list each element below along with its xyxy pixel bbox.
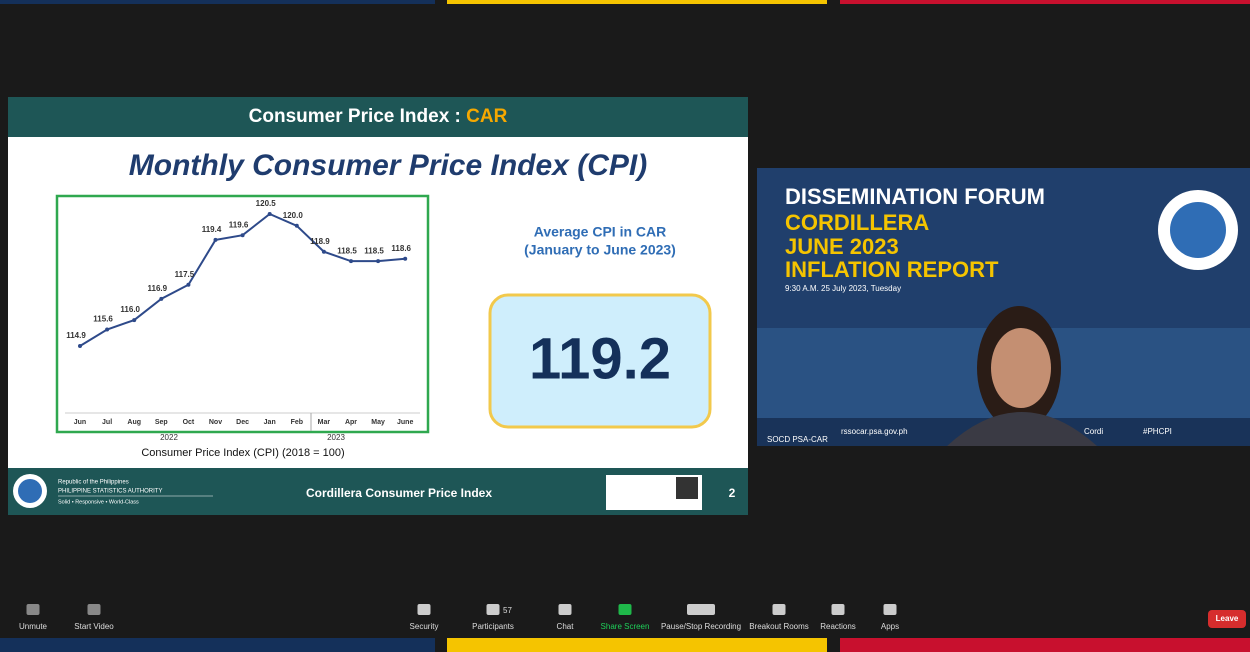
x-tick-label: May [371, 419, 385, 426]
value-label: 119.4 [202, 225, 222, 234]
cpi-point [322, 250, 326, 254]
participant-count: 57 [503, 606, 512, 615]
participants-button[interactable]: Participants [472, 622, 514, 631]
x-axis-label: Consumer Price Index (CPI) (2018 = 100) [141, 447, 344, 459]
cpi-point [186, 283, 190, 287]
mic-icon[interactable] [27, 604, 40, 615]
banner-text: CORDILLERA [785, 210, 929, 235]
recording-button[interactable]: Pause/Stop Recording [661, 622, 741, 631]
zoom-window: Consumer Price Index : CAR Monthly Consu… [0, 0, 1250, 652]
x-tick-label: June [397, 419, 413, 426]
value-label: 120.5 [256, 199, 277, 208]
psa-seal-inner [1170, 202, 1226, 258]
x-tick-label: Oct [183, 419, 195, 426]
value-label: 119.6 [229, 220, 249, 229]
banner-text: INFLATION REPORT [785, 257, 999, 282]
qr-code [676, 477, 698, 499]
participants-icon[interactable] [487, 604, 500, 615]
breakout-icon[interactable] [773, 604, 786, 615]
page-number: 2 [729, 486, 736, 500]
share-screen-button[interactable]: Share Screen [601, 622, 650, 631]
video-icon[interactable] [88, 604, 101, 615]
reactions-icon[interactable] [832, 604, 845, 615]
cpi-point [214, 238, 218, 242]
stripe [447, 0, 827, 4]
banner-date: 9:30 A.M. 25 July 2023, Tuesday [785, 284, 901, 293]
x-tick-label: Apr [345, 419, 357, 426]
start-video-button[interactable]: Start Video [74, 622, 113, 631]
year-label: 2023 [327, 433, 345, 442]
x-tick-label: Mar [318, 419, 331, 426]
cpi-point [295, 224, 299, 228]
stripe [0, 638, 435, 652]
year-label: 2022 [160, 433, 178, 442]
cpi-point [78, 344, 82, 348]
stripe [447, 638, 827, 652]
apps-icon[interactable] [884, 604, 897, 615]
cpi-point [403, 257, 407, 261]
value-label: 118.9 [310, 237, 330, 246]
cpi-point [349, 259, 353, 263]
cpi-point [268, 212, 272, 216]
footer-title: Cordillera Consumer Price Index [306, 486, 492, 500]
value-label: 118.6 [391, 244, 411, 253]
participant-name: SOCD PSA-CAR [767, 435, 828, 444]
slide-title: Monthly Consumer Price Index (CPI) [129, 149, 647, 182]
banner-hashtag: #PHCPI [1143, 427, 1172, 436]
person-face [991, 328, 1051, 408]
value-label: 118.5 [364, 246, 384, 255]
x-tick-label: Sep [155, 419, 168, 426]
psa-logo-inner [18, 479, 42, 503]
record-icon[interactable] [687, 604, 715, 615]
share-icon[interactable] [619, 604, 632, 615]
chat-icon[interactable] [559, 604, 572, 615]
video-tile: DISSEMINATION FORUM CORDILLERA JUNE 2023… [757, 168, 1250, 446]
x-tick-label: Jan [264, 419, 276, 426]
x-tick-label: Dec [236, 419, 249, 426]
header-text: Consumer Price Index : [249, 106, 467, 127]
cpi-point [159, 297, 163, 301]
banner-website: rssocar.psa.gov.ph [841, 427, 908, 436]
value-label: 117.5 [175, 270, 195, 279]
x-tick-label: Nov [209, 419, 222, 426]
stripe [840, 0, 1250, 4]
apps-button[interactable]: Apps [881, 622, 899, 631]
header-highlight: CAR [466, 106, 507, 127]
security-icon[interactable] [418, 604, 431, 615]
average-period: (January to June 2023) [524, 242, 676, 258]
reactions-button[interactable]: Reactions [820, 622, 856, 631]
breakout-button[interactable]: Breakout Rooms [749, 622, 809, 631]
security-button[interactable]: Security [410, 622, 439, 631]
average-value: 119.2 [529, 326, 671, 391]
value-label: 115.6 [93, 315, 113, 324]
cpi-point [241, 233, 245, 237]
cpi-point [105, 328, 109, 332]
header-title: Consumer Price Index : CAR [249, 106, 508, 127]
banner-fb: Cordi [1084, 427, 1103, 436]
value-label: 120.0 [283, 211, 304, 220]
stripe [0, 0, 435, 4]
org-line: PHILIPPINE STATISTICS AUTHORITY [58, 489, 162, 495]
value-label: 116.0 [120, 305, 140, 314]
stripe [840, 638, 1250, 652]
unmute-button[interactable]: Unmute [19, 622, 47, 631]
chat-button[interactable]: Chat [557, 622, 574, 631]
x-tick-label: Jul [102, 419, 112, 426]
x-tick-label: Aug [127, 419, 141, 426]
org-line: Republic of the Philippines [58, 480, 129, 486]
x-tick-label: Feb [291, 419, 303, 426]
shared-slide: Consumer Price Index : CAR Monthly Consu… [8, 97, 748, 515]
banner-text: JUNE 2023 [785, 234, 899, 259]
cpi-point [132, 318, 136, 322]
average-title: Average CPI in CAR [534, 224, 667, 240]
value-label: 114.9 [66, 331, 86, 340]
x-tick-label: Jun [74, 419, 86, 426]
banner-text: DISSEMINATION FORUM [785, 184, 1045, 209]
value-label: 118.5 [337, 246, 357, 255]
cpi-point [376, 259, 380, 263]
value-label: 116.9 [148, 284, 168, 293]
org-tagline: Solid • Responsive • World-Class [58, 499, 139, 505]
leave-button[interactable]: Leave [1208, 610, 1246, 628]
